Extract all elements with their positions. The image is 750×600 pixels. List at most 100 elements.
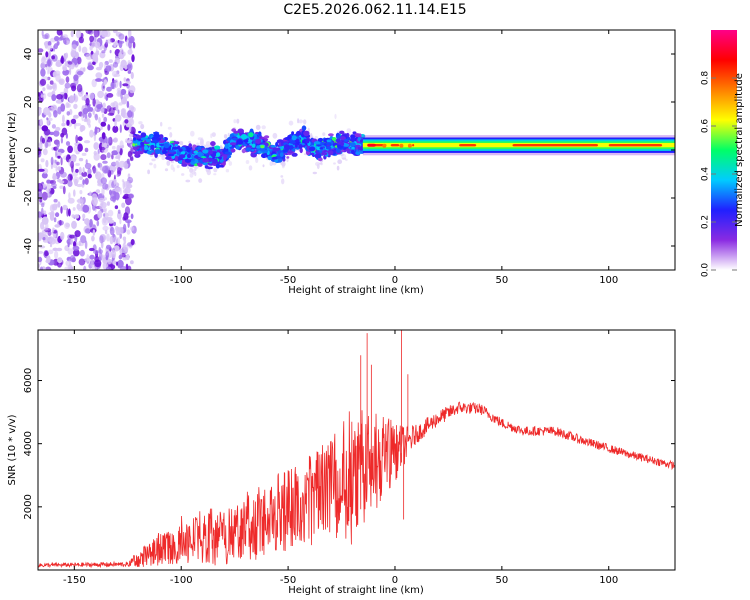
noise-blob — [78, 157, 84, 162]
noise-blob — [92, 109, 95, 115]
noise-blob — [42, 34, 49, 39]
haze-blob — [198, 178, 203, 183]
noise-blob — [79, 176, 83, 181]
noise-blob — [105, 251, 110, 259]
noise-blob — [77, 143, 83, 152]
signal-blob — [241, 148, 246, 154]
noise-blob — [76, 203, 81, 210]
noise-blob — [91, 197, 98, 206]
noise-blob — [46, 255, 51, 264]
y-tick-label: -20 — [23, 190, 34, 206]
noise-blob — [52, 247, 58, 251]
signal-blob — [317, 157, 323, 162]
haze-blob — [248, 165, 253, 171]
noise-blob — [67, 175, 71, 182]
signal-blob — [235, 145, 240, 150]
noise-blob — [89, 254, 95, 260]
noise-blob — [92, 61, 96, 65]
noise-blob — [69, 234, 76, 239]
noise-blob — [75, 168, 79, 173]
noise-blob — [62, 34, 68, 39]
noise-blob — [65, 260, 71, 267]
carrier-dot — [382, 143, 387, 148]
noise-blob — [51, 94, 57, 102]
noise-blob — [50, 211, 55, 217]
noise-blob — [52, 71, 57, 78]
carrier-hotspot — [512, 144, 598, 147]
noise-blob — [69, 95, 75, 104]
noise-blob — [98, 61, 104, 69]
noise-blob — [46, 58, 53, 68]
signal-blob — [140, 132, 147, 138]
noise-blob — [48, 50, 52, 58]
signal-blob — [354, 133, 361, 138]
signal-blob — [229, 142, 237, 146]
noise-blob — [74, 51, 79, 59]
signal-blob — [219, 159, 224, 163]
noise-blob — [57, 166, 62, 171]
snr-x-ticks: -150 -100 -50 0 50 100 — [63, 330, 618, 586]
noise-blob — [55, 212, 60, 218]
noise-blob — [69, 255, 76, 263]
noise-blob — [39, 78, 47, 86]
noise-blob — [127, 265, 132, 270]
noise-blob — [94, 266, 98, 270]
noise-blob — [38, 256, 43, 263]
noise-blob — [127, 110, 133, 118]
signal-blob — [349, 142, 356, 147]
noise-blob — [94, 41, 101, 48]
noise-blob — [77, 198, 84, 205]
noise-blob — [116, 87, 122, 94]
noise-blob — [89, 129, 94, 138]
haze-blob — [280, 175, 284, 178]
signal-blob — [272, 147, 280, 152]
x-tick-label: -150 — [63, 275, 86, 286]
noise-blob — [92, 97, 96, 107]
noise-blob — [122, 83, 129, 87]
signal-blob — [314, 153, 320, 158]
noise-blob — [66, 208, 69, 217]
haze-blob — [196, 142, 200, 146]
noise-blob — [38, 48, 44, 53]
haze-blob — [149, 162, 153, 166]
haze-blob — [176, 165, 180, 169]
haze-blob — [336, 165, 340, 171]
noise-blob — [76, 70, 84, 76]
haze-blob — [158, 154, 163, 157]
noise-blob — [110, 161, 117, 167]
noise-blob — [111, 249, 117, 259]
noise-blob — [47, 44, 53, 51]
haze-blob — [312, 171, 317, 175]
noise-blob — [54, 35, 60, 42]
signal-blob — [245, 147, 252, 152]
noise-blob — [103, 142, 108, 148]
noise-blob — [61, 127, 68, 136]
noise-blob — [43, 210, 47, 216]
noise-blob — [59, 185, 64, 189]
noise-blob — [52, 227, 55, 233]
noise-blob — [118, 33, 125, 40]
noise-blob — [82, 213, 86, 219]
noise-blob — [115, 104, 119, 112]
signal-blob — [187, 153, 191, 159]
noise-blob — [78, 166, 82, 176]
noise-blob — [108, 59, 114, 63]
colorbar-ticks: 0.0 0.2 0.4 0.6 0.8 — [701, 71, 737, 277]
haze-blob — [255, 124, 261, 130]
signal-blob — [326, 139, 332, 142]
noise-blob — [84, 147, 89, 153]
noise-blob — [75, 134, 79, 144]
snr-series-line — [38, 330, 675, 569]
noise-blob — [107, 112, 115, 116]
signal-blob — [168, 150, 176, 153]
signal-blob — [325, 146, 332, 150]
noise-blob — [95, 78, 103, 82]
noise-blob — [55, 203, 58, 209]
noise-blob — [91, 78, 97, 88]
noise-blob — [38, 147, 42, 156]
noise-blob — [81, 46, 88, 54]
noise-blob — [116, 173, 120, 177]
signal-blob — [178, 154, 186, 159]
y-tick-label: 0 — [23, 147, 34, 153]
signal-blob — [343, 139, 349, 142]
